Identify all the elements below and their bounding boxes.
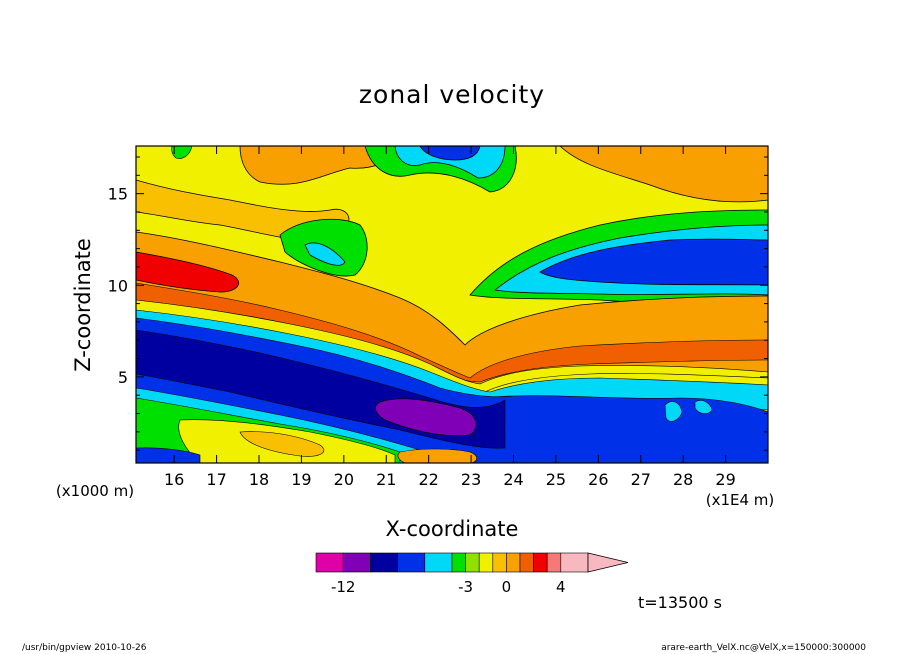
- colorbar-segment: [424, 552, 453, 573]
- chart-title: zonal velocity: [359, 80, 545, 109]
- colorbar-label: 4: [556, 578, 566, 596]
- colorbar-segment: [465, 552, 480, 573]
- colorbar-segment: [370, 552, 398, 573]
- region-jet-core-red: [136, 251, 240, 293]
- x-tick-label: 26: [588, 470, 608, 489]
- colorbar-segment: [546, 552, 562, 573]
- x-tick-label: 25: [546, 470, 566, 489]
- x-tick-label: 16: [164, 470, 184, 489]
- time-label: t=13500 s: [638, 593, 722, 612]
- colorbar-label: -3: [458, 578, 473, 596]
- y-tick-label: 10: [108, 276, 128, 295]
- region-surface-orange: [397, 448, 478, 463]
- colorbar-segment: [519, 552, 534, 573]
- colorbar-segment: [451, 552, 466, 573]
- x-tick-label: 17: [206, 470, 226, 489]
- colorbar-segment: [478, 552, 494, 573]
- colorbar-segment: [492, 552, 507, 573]
- footer-right: arare-earth_VelX.nc@VelX,x=150000:300000: [661, 643, 866, 653]
- region-top-cell-blue: [419, 146, 481, 161]
- x-unit-left: (x1000 m): [56, 482, 134, 500]
- colorbar-segment: [506, 552, 521, 573]
- plot-area: [136, 146, 768, 463]
- x-tick-label: 21: [376, 470, 396, 489]
- x-tick-label: 28: [673, 470, 693, 489]
- region-top-left-green-speck: [171, 146, 193, 159]
- region-purple-core: [375, 398, 477, 436]
- colorbar-segment: [315, 552, 344, 573]
- y-tick-label: 15: [108, 185, 128, 204]
- x-tick-label: 24: [503, 470, 523, 489]
- footer-left: /usr/bin/gpview 2010-10-26: [22, 643, 147, 653]
- x-tick-label: 19: [291, 470, 311, 489]
- region-upper-left-cyan: [304, 242, 346, 266]
- region-bottom-strip-blue: [136, 447, 201, 463]
- region-right-cyan-patches: [664, 401, 683, 422]
- region-top-cell-cyan: [394, 146, 506, 179]
- x-tick-label: 22: [418, 470, 438, 489]
- colorbar-segment: [397, 552, 426, 573]
- x-tick-label: 20: [334, 470, 354, 489]
- colorbar-segment: [533, 552, 548, 573]
- colorbar-label: -12: [331, 578, 356, 596]
- y-tick-label: 5: [118, 368, 128, 387]
- colorbar: -12 -3 0 4: [315, 552, 629, 596]
- x-tick-label: 27: [631, 470, 651, 489]
- region-upper-right-orange: [559, 146, 768, 203]
- x-tick-label: 18: [249, 470, 269, 489]
- x-axis-label: X-coordinate: [386, 517, 519, 541]
- region-upper-blue: [539, 238, 768, 286]
- x-tick-label: 29: [715, 470, 735, 489]
- colorbar-extend-arrow: [587, 552, 629, 573]
- x-tick-label: 23: [461, 470, 481, 489]
- region-bottom-left-orange: [239, 431, 325, 457]
- y-axis-label: Z-coordinate: [71, 238, 95, 372]
- colorbar-segment: [560, 552, 589, 573]
- region-right-cyan-patch-2: [694, 400, 713, 414]
- plot-frame: [135, 145, 769, 464]
- axis-ticks: 16 17 18 19 20 21 22 23 24 25 26 27 28 29 5 10 15: [108, 146, 768, 489]
- x-unit-right: (x1E4 m): [706, 491, 775, 509]
- colorbar-label: 0: [502, 578, 512, 596]
- colorbar-segment: [342, 552, 371, 573]
